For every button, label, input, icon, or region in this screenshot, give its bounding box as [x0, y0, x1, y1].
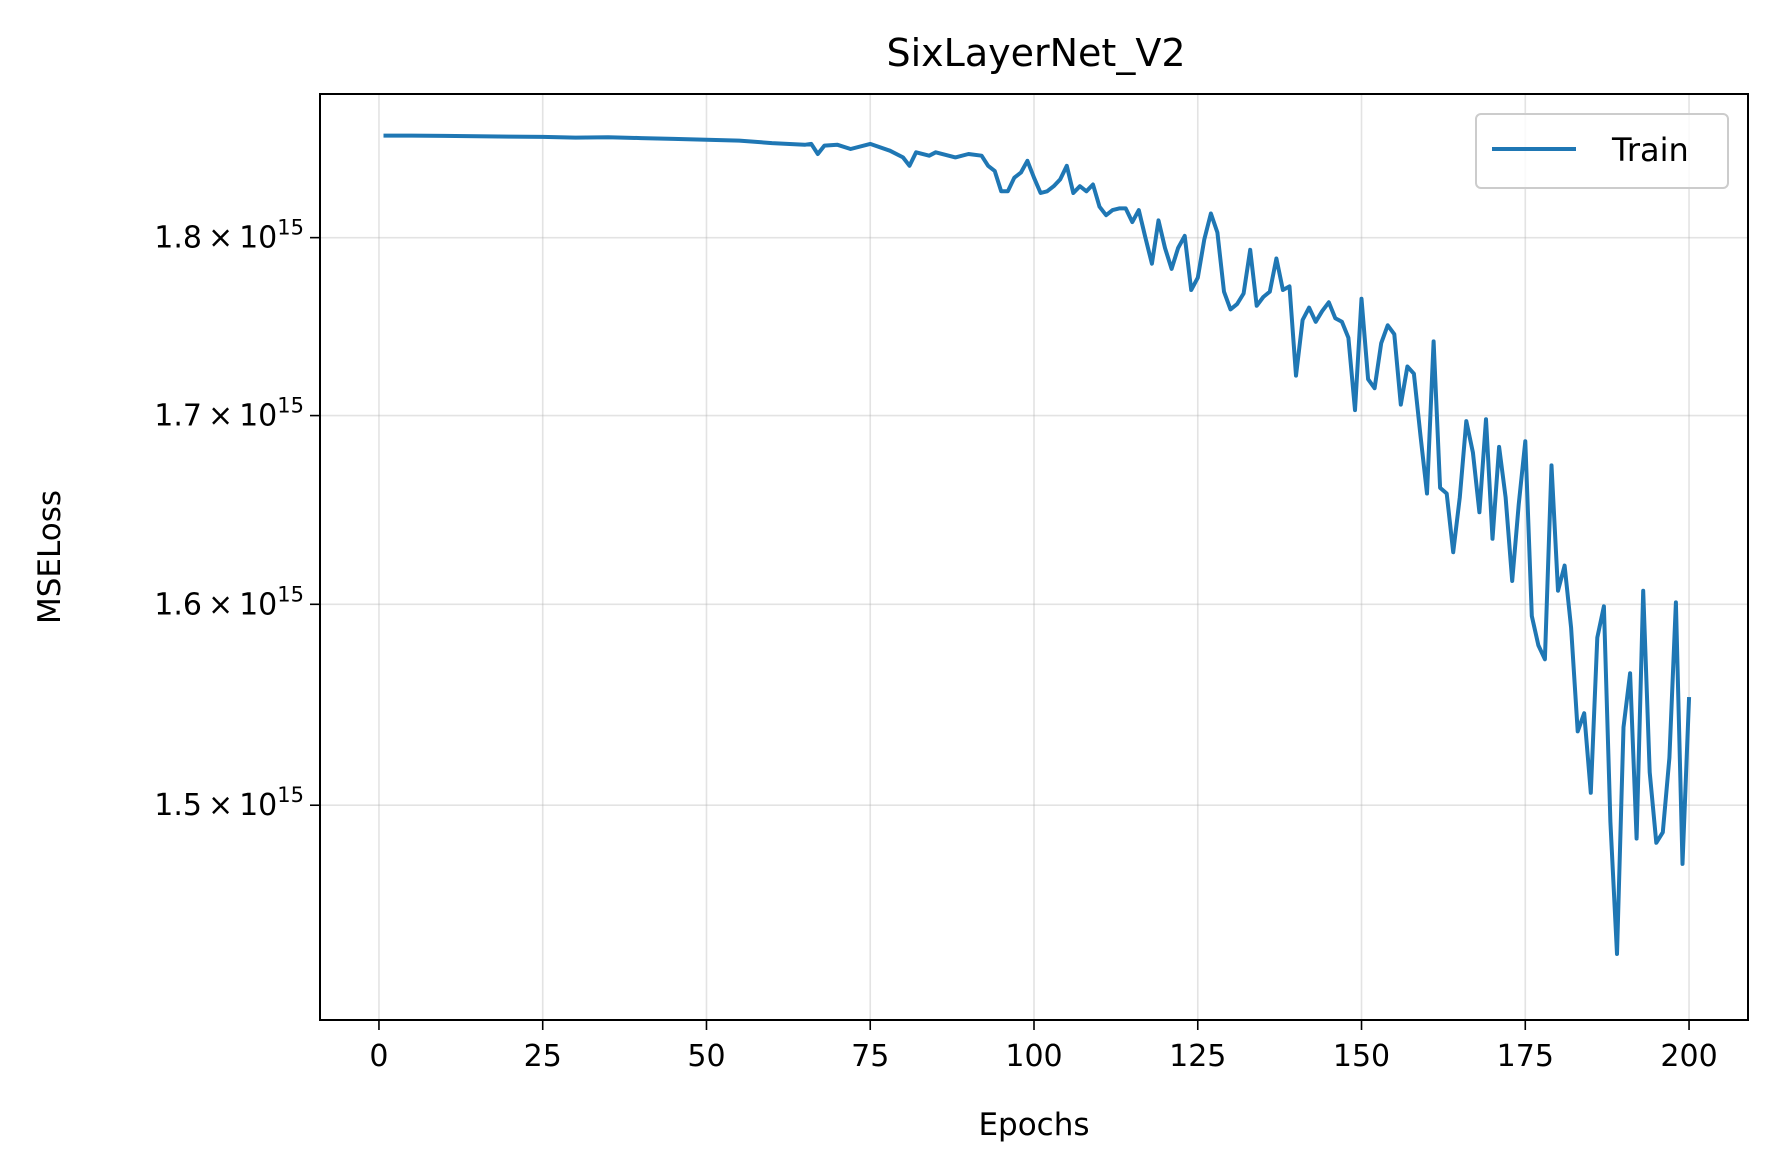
x-tick-label: 0 [369, 1039, 388, 1074]
y-axis-label: MSELoss [32, 490, 68, 624]
train-series [383, 133, 1692, 956]
series-line-train [383, 133, 1692, 956]
legend-label-train: Train [1611, 131, 1689, 169]
y-tick-label: 1.8 × 1015 [154, 216, 304, 256]
x-tick-label: 125 [1169, 1039, 1226, 1074]
x-tick-label: 150 [1333, 1039, 1390, 1074]
y-tick-label: 1.5 × 1015 [154, 783, 304, 823]
chart-title: SixLayerNet_V2 [887, 31, 1186, 75]
y-tick-label: 1.6 × 1015 [154, 582, 304, 622]
x-axis-label: Epochs [978, 1107, 1089, 1143]
y-tick-label: 1.7 × 1015 [154, 394, 304, 434]
y-axis: 1.5 × 1015 1.6 × 1015 1.7 × 1015 1.8 × 1015 [154, 216, 320, 823]
x-tick-label: 25 [524, 1039, 562, 1074]
x-tick-label: 50 [687, 1039, 725, 1074]
grid-lines [320, 94, 1748, 1020]
x-axis: 0 25 50 75 100 125 150 175 200 [369, 1020, 1718, 1074]
x-tick-label: 200 [1660, 1039, 1717, 1074]
x-tick-label: 75 [851, 1039, 889, 1074]
legend: Train [1475, 113, 1729, 189]
x-tick-label: 175 [1497, 1039, 1554, 1074]
legend-box [1475, 113, 1729, 189]
x-tick-label: 100 [1005, 1039, 1062, 1074]
